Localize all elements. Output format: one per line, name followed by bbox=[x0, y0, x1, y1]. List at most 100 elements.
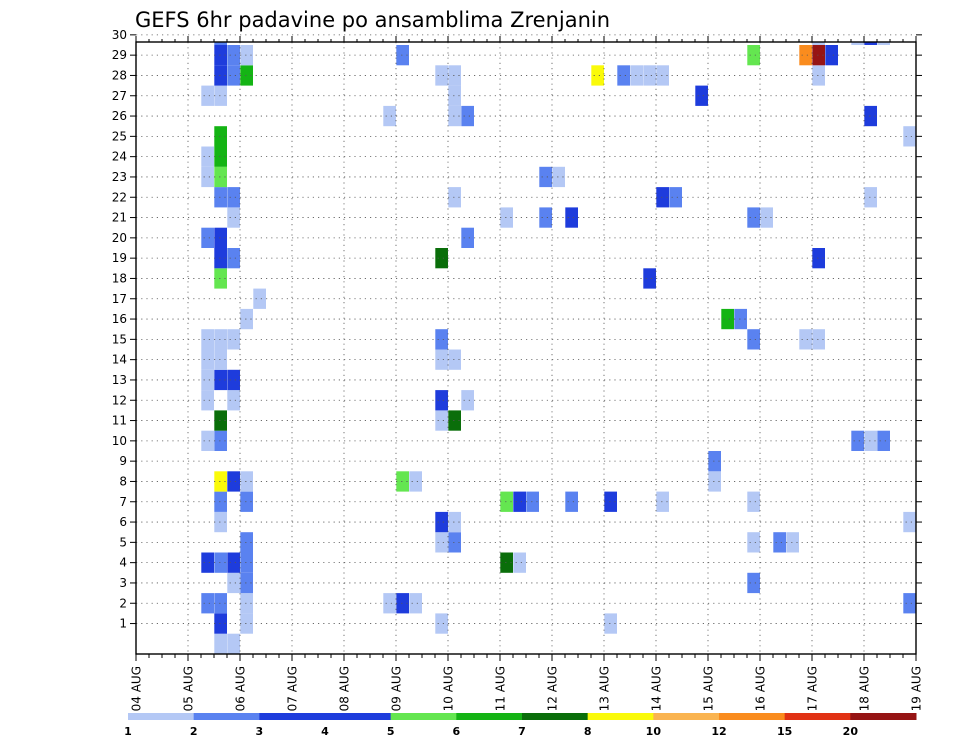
y-tick-label: 21 bbox=[112, 211, 127, 225]
heatmap-cell bbox=[656, 65, 669, 86]
x-tick-label: 16 AUG bbox=[754, 666, 768, 711]
y-tick-label: 15 bbox=[112, 332, 127, 346]
heatmap-cell bbox=[448, 105, 461, 127]
y-tick-label: 29 bbox=[112, 48, 127, 62]
heatmap-cell bbox=[201, 390, 214, 411]
heatmap-cell bbox=[565, 491, 578, 512]
y-tick-label: 23 bbox=[112, 170, 127, 184]
heatmap-cell bbox=[877, 430, 890, 451]
y-tick-label: 18 bbox=[112, 271, 127, 285]
x-axis: 04 AUG 05 AUG 06 AUG 07 AUG 08 AUG 09 AUG 10 A… bbox=[130, 36, 924, 711]
heatmap-cell bbox=[656, 187, 669, 208]
heatmap-cell bbox=[240, 532, 253, 553]
heatmap-cell bbox=[864, 187, 877, 208]
heatmap-cell bbox=[708, 471, 721, 492]
heatmap-cell bbox=[240, 65, 253, 86]
heatmap-cell bbox=[812, 65, 825, 86]
heatmap-cell bbox=[214, 166, 227, 188]
heatmap-cell bbox=[708, 451, 721, 472]
colorbar-label: 6 bbox=[453, 725, 461, 738]
heatmap-cell bbox=[721, 308, 734, 330]
heatmap-cell bbox=[435, 532, 448, 553]
y-axis: 1234567891011121314151617181920212223242… bbox=[112, 28, 922, 631]
heatmap-cell bbox=[435, 248, 448, 269]
heatmap-cell bbox=[201, 227, 214, 248]
heatmap-cell bbox=[851, 42, 864, 45]
colorbar-segment bbox=[850, 713, 917, 720]
heatmap-cell bbox=[617, 65, 630, 86]
heatmap-cell bbox=[227, 187, 240, 208]
heatmap-cell bbox=[240, 491, 253, 512]
y-tick-label: 17 bbox=[112, 292, 127, 306]
heatmap-cell bbox=[201, 85, 214, 106]
heatmap-cell bbox=[214, 491, 227, 512]
heatmap-cell bbox=[591, 65, 604, 86]
heatmap-cell bbox=[435, 410, 448, 431]
y-tick-label: 3 bbox=[119, 576, 127, 590]
heatmap-cell bbox=[877, 42, 890, 45]
heatmap-cell bbox=[214, 552, 227, 573]
y-tick-label: 28 bbox=[112, 68, 127, 82]
y-tick-label: 11 bbox=[112, 414, 127, 428]
heatmap-cell bbox=[409, 471, 422, 492]
heatmap-cell bbox=[214, 126, 227, 147]
x-tick-label: 18 AUG bbox=[858, 666, 872, 711]
y-tick-label: 12 bbox=[112, 393, 127, 407]
y-tick-label: 26 bbox=[112, 109, 127, 123]
colorbar-label: 20 bbox=[843, 725, 859, 738]
colorbar-segment bbox=[653, 713, 720, 720]
heatmap-cell bbox=[201, 146, 214, 167]
heatmap-cell bbox=[565, 207, 578, 228]
heatmap-cell bbox=[513, 491, 526, 512]
x-tick-label: 17 AUG bbox=[806, 666, 820, 711]
heatmap-cell bbox=[903, 593, 916, 614]
colorbar-label: 2 bbox=[190, 725, 198, 738]
heatmap-cells bbox=[201, 42, 916, 654]
chart-title: GEFS 6hr padavine po ansamblima Zrenjani… bbox=[135, 8, 610, 32]
y-tick-label: 22 bbox=[112, 190, 127, 204]
heatmap-cell bbox=[214, 593, 227, 614]
y-tick-label: 4 bbox=[119, 556, 127, 570]
heatmap-cell bbox=[643, 65, 656, 86]
heatmap-cell bbox=[227, 552, 240, 573]
heatmap-cell bbox=[227, 248, 240, 269]
heatmap-cell bbox=[435, 390, 448, 411]
heatmap-cell bbox=[227, 65, 240, 86]
y-tick-label: 5 bbox=[119, 535, 127, 549]
colorbar-segment bbox=[784, 713, 851, 720]
heatmap-cell bbox=[201, 430, 214, 451]
heatmap-cell bbox=[214, 65, 227, 86]
heatmap-cell bbox=[214, 45, 227, 66]
heatmap-cell bbox=[253, 288, 266, 309]
grid-lines bbox=[136, 34, 916, 654]
x-tick-label: 04 AUG bbox=[130, 666, 144, 711]
heatmap-cell bbox=[201, 349, 214, 370]
heatmap-cell bbox=[201, 166, 214, 188]
x-tick-label: 07 AUG bbox=[286, 666, 300, 711]
y-tick-label: 9 bbox=[119, 454, 127, 468]
heatmap-cell bbox=[669, 187, 682, 208]
heatmap-cell bbox=[747, 491, 760, 512]
colorbar-label: 15 bbox=[777, 725, 792, 738]
y-tick-label: 2 bbox=[119, 596, 127, 610]
heatmap-cell bbox=[240, 308, 253, 330]
y-tick-label: 7 bbox=[119, 495, 127, 509]
heatmap-cell bbox=[396, 593, 409, 614]
heatmap-cell bbox=[214, 146, 227, 167]
colorbar-segment bbox=[325, 713, 392, 720]
heatmap-cell bbox=[604, 613, 617, 634]
x-tick-label: 05 AUG bbox=[182, 666, 196, 711]
colorbar-label: 12 bbox=[711, 725, 726, 738]
heatmap-cell bbox=[461, 105, 474, 127]
y-tick-label: 13 bbox=[112, 373, 127, 387]
heatmap-cell bbox=[799, 45, 812, 66]
heatmap-cell bbox=[383, 593, 396, 614]
heatmap-cell bbox=[448, 187, 461, 208]
y-tick-label: 14 bbox=[112, 353, 127, 367]
heatmap-cell bbox=[227, 207, 240, 228]
heatmap-cell bbox=[799, 329, 812, 350]
heatmap-cell bbox=[864, 430, 877, 451]
heatmap-cell bbox=[903, 511, 916, 533]
heatmap-cell bbox=[448, 532, 461, 553]
colorbar-label: 10 bbox=[646, 725, 662, 738]
